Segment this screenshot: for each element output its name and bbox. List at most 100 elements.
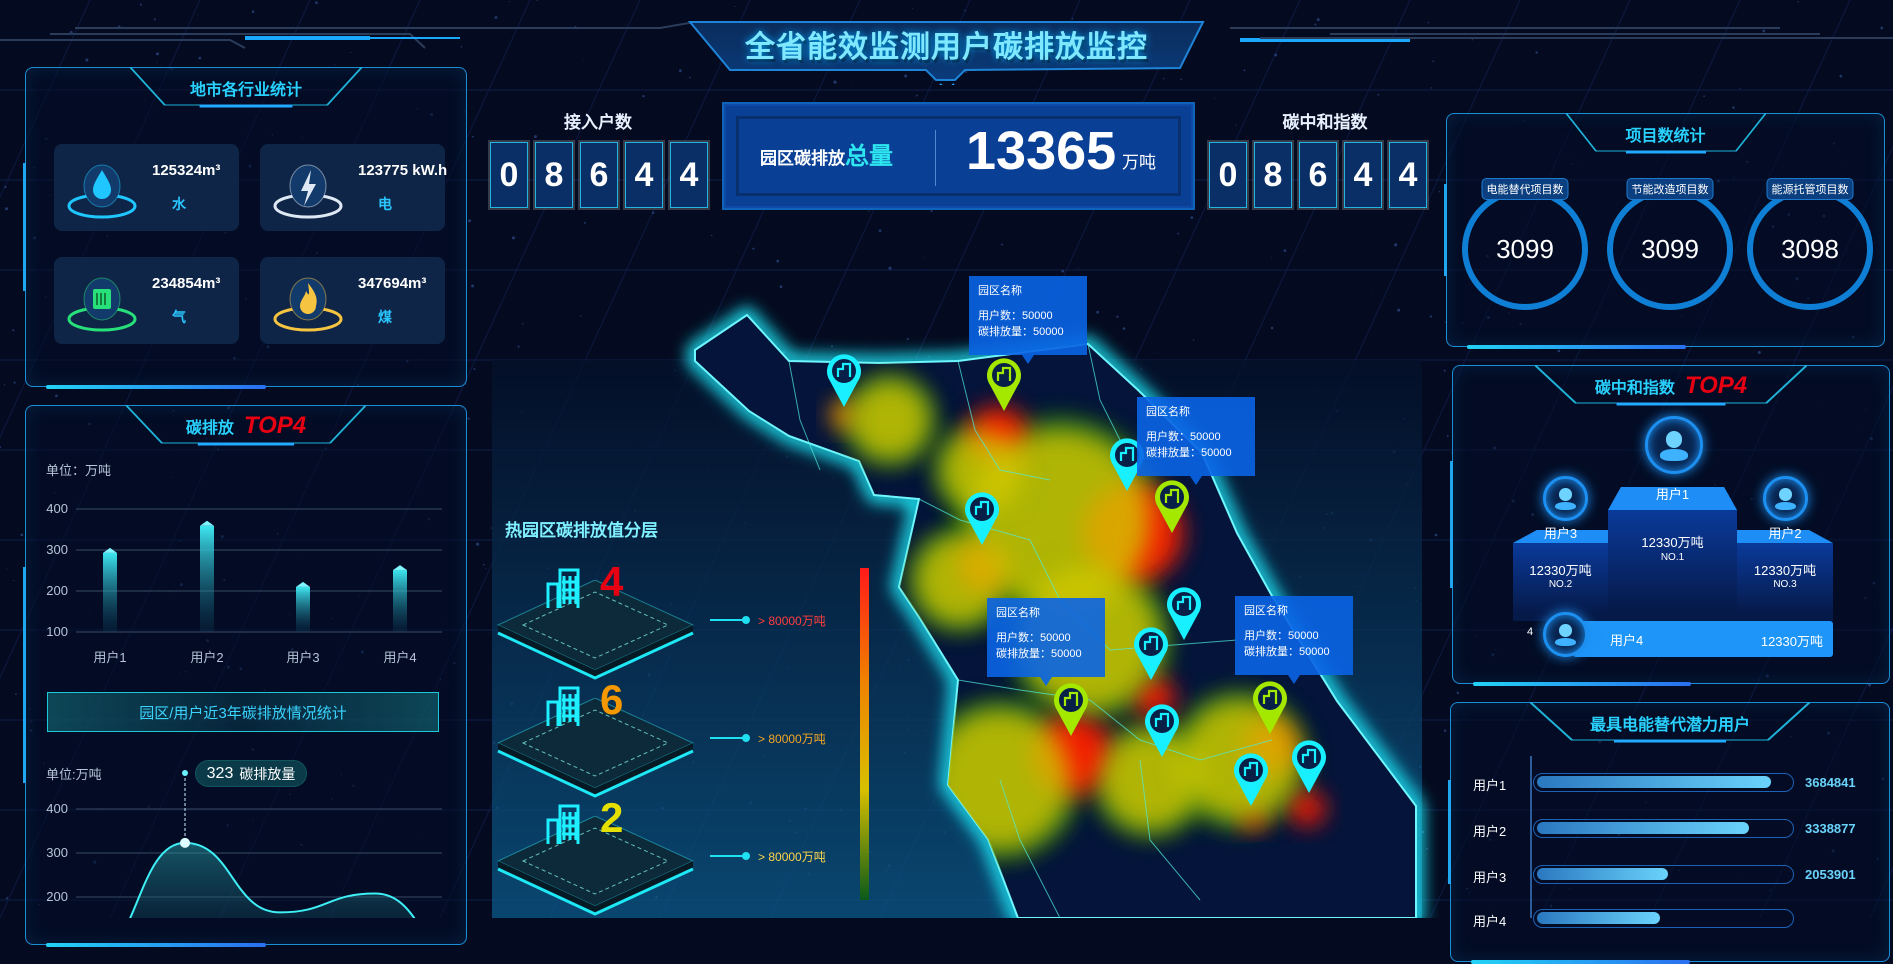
bar[interactable] xyxy=(103,552,117,632)
park-users: 用户数：50000 xyxy=(996,632,1071,644)
project-value: 3099 xyxy=(1496,233,1554,264)
map-pin-icon[interactable] xyxy=(1155,480,1189,533)
potential-user-name: 用户1 xyxy=(1473,778,1507,793)
panel-title-text: 最具电能替代潜力用户 xyxy=(1589,717,1751,734)
bar-chart-unit: 单位：万吨 xyxy=(46,463,112,478)
bar-cap xyxy=(393,565,407,571)
map-pin-icon[interactable] xyxy=(1234,753,1268,806)
park-users: 用户数：50000 xyxy=(1244,630,1319,642)
layer-platform xyxy=(496,580,695,680)
map-pin-icon[interactable] xyxy=(1054,683,1088,736)
potential-progress-bar xyxy=(1533,865,1794,884)
project-count-gauge: 节能改造项目数 3099 xyxy=(1607,178,1733,310)
flame-icon xyxy=(273,277,343,332)
access-count-digit: 4 xyxy=(670,142,708,208)
industry-card-1[interactable]: 123775 kW.h 电 xyxy=(260,144,447,231)
city-border xyxy=(1139,759,1201,901)
potential-user-name: 用户2 xyxy=(1473,824,1507,839)
map-pin-icon[interactable] xyxy=(827,354,861,407)
city-border xyxy=(788,360,821,471)
map-pin-icon[interactable] xyxy=(1134,627,1168,680)
y-tick-label: 100 xyxy=(46,624,68,639)
city-border xyxy=(957,360,1051,481)
map-pin-icon[interactable] xyxy=(1110,438,1144,491)
user-avatar-icon xyxy=(1763,476,1808,521)
bar[interactable] xyxy=(393,570,407,632)
access-count-digit: 0 xyxy=(490,142,528,208)
industry-card-2[interactable]: 234854m³ 气 xyxy=(54,257,239,344)
total-label-text: 园区碳排放 xyxy=(760,149,845,168)
progress-fill xyxy=(1537,912,1661,924)
park-users: 用户数：50000 xyxy=(978,310,1053,322)
park-tooltip: 园区名称 用户数：50000 碳排放量：50000 xyxy=(987,598,1105,686)
heat-spot xyxy=(850,380,930,460)
header-decoration xyxy=(0,21,1893,85)
industry-card-3[interactable]: 347694m³ 煤 xyxy=(260,257,445,344)
map-pin-icon[interactable] xyxy=(965,492,999,545)
layer-dot xyxy=(742,734,750,742)
park-users: 用户数：50000 xyxy=(1146,431,1221,443)
access-count-digit: 8 xyxy=(535,142,573,208)
podium-third-rank: NO.3 xyxy=(1773,579,1797,590)
park-tooltip: 园区名称 用户数：50000 碳排放量：50000 xyxy=(1235,596,1353,684)
layer-connector xyxy=(710,619,746,621)
bar-cap xyxy=(296,581,310,587)
neutral-index-digit: 4 xyxy=(1389,142,1427,208)
podium-first: 用户1 12330万吨 NO.1 xyxy=(1608,487,1737,621)
bar[interactable] xyxy=(296,586,310,632)
water-drop-icon xyxy=(67,164,137,219)
podium-fourth-row[interactable]: 用户4 12330万吨 xyxy=(1573,621,1833,657)
park-name: 园区名称 xyxy=(1244,605,1288,617)
industry-card-0[interactable]: 125324m³ 水 xyxy=(54,144,239,231)
park-emission: 碳排放量：50000 xyxy=(1244,646,1330,658)
project-count-gauge: 能源托管项目数 3098 xyxy=(1747,178,1873,310)
layer-platform xyxy=(496,698,695,798)
x-tick-label: 用户3 xyxy=(286,650,319,665)
map-pin-icon[interactable] xyxy=(1167,587,1201,640)
card-value: 347694m³ xyxy=(358,275,427,292)
map-pin-icon[interactable] xyxy=(1253,681,1287,734)
map-pin-icon[interactable] xyxy=(987,358,1021,411)
layer-threshold: > 80000万吨 xyxy=(758,614,826,628)
project-label: 节能改造项目数 xyxy=(1626,178,1714,200)
project-label: 能源托管项目数 xyxy=(1766,178,1854,200)
podium-first-rank: NO.1 xyxy=(1660,552,1685,563)
progress-fill xyxy=(1537,822,1749,834)
heat-color-scale xyxy=(860,568,869,900)
card-label: 水 xyxy=(172,196,186,212)
park-name: 园区名称 xyxy=(996,607,1040,619)
neutral-index-digit: 4 xyxy=(1344,142,1382,208)
data-point[interactable] xyxy=(180,837,190,848)
building-icon xyxy=(546,686,580,726)
total-inner-frame xyxy=(736,116,1181,196)
layer-count: 4 xyxy=(600,558,624,605)
map-pin-icon[interactable] xyxy=(1145,704,1179,757)
project-value: 3099 xyxy=(1641,233,1699,264)
total-label: 园区碳排放总量 xyxy=(760,136,893,171)
line-chart-unit: 单位:万吨 xyxy=(46,767,102,782)
layer-connector xyxy=(710,855,746,857)
carbon-top4-panel: 碳排放 TOP4 xyxy=(23,405,467,947)
panel-title-text: 碳中和指数 xyxy=(1594,380,1675,397)
neutral-index-digit: 0 xyxy=(1209,142,1247,208)
park-name: 园区名称 xyxy=(1146,406,1190,418)
potential-user-name: 用户4 xyxy=(1473,914,1507,929)
podium-first-value: 12330万吨 xyxy=(1641,535,1704,550)
map-pin-icon[interactable] xyxy=(1292,740,1326,793)
bar-cap xyxy=(200,520,214,526)
carbon-trend-chart: 200 300 400 xyxy=(46,770,442,918)
industry-stats-panel: 地市各行业统计 125324m³ 水 123775 kW.h 电 234854m… xyxy=(23,67,467,389)
total-label-emphasis: 总量 xyxy=(845,143,893,170)
podium-third-value: 12330万吨 xyxy=(1753,563,1817,578)
project-label: 电能替代项目数 xyxy=(1481,178,1569,200)
progress-fill xyxy=(1537,776,1772,788)
x-tick-label: 用户1 xyxy=(93,650,126,665)
panel-title-text: 碳排放 xyxy=(185,420,234,437)
access-count-label: 接入户数 xyxy=(564,113,632,132)
user-avatar-icon xyxy=(1543,476,1588,521)
podium-second: 用户3 12330万吨 NO.2 xyxy=(1513,526,1608,621)
user-avatar-icon xyxy=(1645,416,1703,474)
bar[interactable] xyxy=(200,525,214,632)
potential-user-value: 2053901 xyxy=(1805,867,1856,882)
layer-count: 2 xyxy=(600,794,624,841)
